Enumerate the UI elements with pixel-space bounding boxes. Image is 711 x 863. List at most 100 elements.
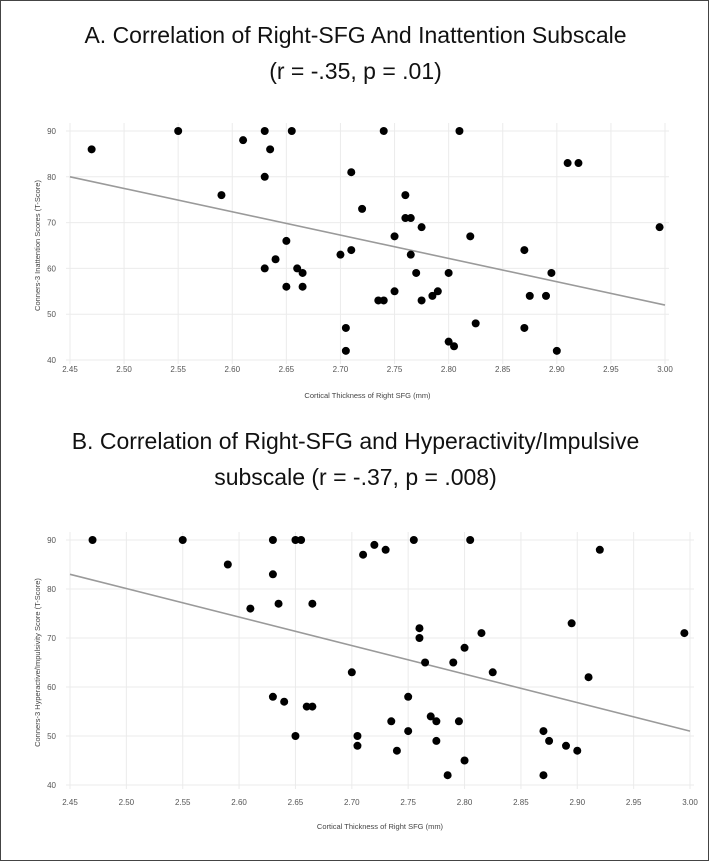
chart-a-data-point [266,145,275,154]
chart-b-xtick-label: 2.50 [119,798,135,807]
chart-b-data-point [370,540,379,549]
chart-a-data-point [87,145,96,154]
chart-a-data-point [552,346,561,355]
chart-b-data-point [567,619,576,628]
chart-b-data-point [404,692,413,701]
chart-a-data-point [455,127,464,135]
chart-b-data-point [392,746,401,755]
chart-a-title: A. Correlation of Right-SFG And Inattent… [84,22,627,48]
chart-a-ytick-label: 40 [47,356,56,365]
chart-a-ytick-label: 60 [47,264,56,273]
chart-b-data-point [421,658,430,667]
chart-b-data-point [291,732,300,740]
chart-b-xtick-label: 2.55 [175,798,191,807]
chart-b-data-point [297,536,306,544]
chart-a-data-point [298,282,307,291]
chart-a-data-point [341,346,350,355]
chart-a-data-point [525,291,534,300]
chart-b-data-point [291,536,300,544]
chart-a-data-point [260,172,269,181]
chart-a-data-point [406,250,415,259]
chart-b-data-point [88,536,97,544]
chart-b-data-point [308,702,317,711]
chart-a-data-point [347,246,356,255]
chart-b-data-point [539,771,548,780]
chart-b-xtick-label: 2.45 [62,798,78,807]
chart-b-data-point [387,717,396,726]
chart-a-xtick-label: 3.00 [657,365,673,374]
chart-a-data-point [417,296,426,305]
chart-b-data-point [302,702,311,711]
chart-a-xtick-label: 2.70 [333,365,349,374]
chart-a-ytick-label: 70 [47,219,56,228]
chart-a-data-point [341,323,350,332]
chart-a-data-point [471,319,480,328]
chart-b-ytick-label: 90 [47,536,56,545]
chart-b-data-point [353,741,362,750]
chart-a-xtick-label: 2.55 [170,365,186,374]
chart-b-data-point [573,746,582,755]
chart-a-xtick-label: 2.75 [387,365,403,374]
chart-b-data-point [415,634,424,642]
chart-b-xtick-label: 2.75 [400,798,416,807]
chart-b-data-point [584,673,593,682]
chart-a-data-point [433,287,442,296]
chart-b-data-point [274,599,283,608]
chart-a-data-point [287,127,296,135]
chart-a-xtick-label: 2.50 [116,365,132,374]
chart-b-data-point [432,736,441,745]
chart-b-ytick-label: 80 [47,585,56,594]
chart-b-data-point [308,599,317,608]
chart-b-data-point [347,668,356,677]
chart-a-data-point [406,214,415,223]
chart-a-data-point [260,127,269,135]
chart-a-xtick-label: 2.80 [441,365,457,374]
chart-b-data-point [432,717,441,726]
chart-b-xtick-label: 2.60 [231,798,247,807]
chart-a-xtick-label: 2.95 [603,365,619,374]
chart-a-data-point [520,246,529,255]
chart-b-title: B. Correlation of Right-SFG and Hyperact… [71,428,640,454]
chart-b-data-point [460,643,469,652]
chart-b-data-point [562,741,570,750]
chart-a-data-point [347,168,356,177]
chart-b-data-point [680,629,689,638]
chart-b-y-axis-label: Conners-3 Hyperactive/Impulsivity Score … [33,578,42,747]
chart-a-data-point [450,342,459,351]
chart-b-regression-line [69,573,691,732]
chart-b-data-point [359,550,368,559]
chart-a-data-point [271,255,280,264]
chart-b-data-point [454,717,463,726]
chart-a-data-point [520,323,529,332]
chart-b-data-point [404,727,413,736]
chart-a-data-point [444,268,453,277]
chart-a-data-point [358,204,367,213]
chart-a-xtick-label: 2.60 [224,365,240,374]
chart-a-data-point [444,337,453,346]
chart-a-data-point [298,268,307,277]
chart-a-data-point [547,268,556,277]
chart-a-data-point [336,250,345,259]
chart-a-data-point [379,296,388,305]
chart-a-ytick-label: 50 [47,310,56,319]
chart-b-data-point [595,545,604,554]
chart-a-data-point [574,159,583,168]
chart-a-data-point [174,127,183,135]
chart-a-data-point [260,264,269,273]
chart-a-xtick-label: 2.65 [279,365,295,374]
chart-b-x-axis-label: Cortical Thickness of Right SFG (mm) [317,822,444,831]
chart-b-data-point [246,604,255,613]
chart-b-xtick-label: 2.90 [569,798,585,807]
chart-a-ytick-label: 80 [47,173,56,182]
chart-b-data-point [268,692,277,701]
chart-a-data-point [390,287,399,296]
chart-a-data-point [239,136,248,145]
chart-b-data-point [466,536,475,544]
chart-b-data-point [426,712,435,721]
chart-b-xtick-label: 2.95 [626,798,642,807]
chart-a-data-point [390,232,399,241]
chart-a-data-point [417,223,426,232]
chart-b-data-point [268,570,277,579]
chart-a-data-point [655,223,664,232]
